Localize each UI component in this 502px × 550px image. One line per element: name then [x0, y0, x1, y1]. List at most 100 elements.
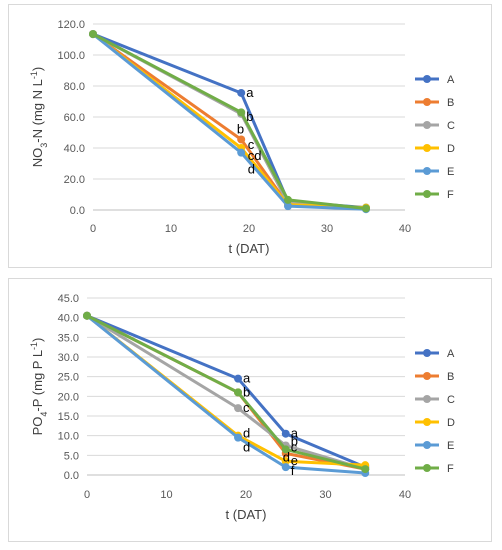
- data-point: [234, 388, 243, 397]
- series-line: [92, 32, 367, 210]
- series-line: [92, 32, 367, 210]
- legend-marker: [423, 121, 431, 129]
- x-tick-label: 0: [84, 489, 90, 501]
- legend-item: D: [415, 143, 455, 155]
- phosphate-chart: 0.0 5.0 10.0 15.0 20.0 25.0 30.0 35.0 40.0 45.0 0 1…: [29, 293, 455, 522]
- legend-label: D: [447, 143, 455, 155]
- legend-label: E: [447, 166, 454, 178]
- data-point: [237, 88, 246, 97]
- y-tick-label: 40.0: [58, 313, 79, 325]
- series-B: [89, 30, 370, 213]
- phosphate-chart-panel: 0.0 5.0 10.0 15.0 20.0 25.0 30.0 35.0 40.0 45.0 0 1…: [8, 278, 492, 542]
- data-point: [89, 30, 97, 39]
- x-axis-ticks: 0 10 20 30 40: [84, 489, 411, 501]
- series-A: [89, 30, 370, 212]
- y-tick-label: 5.0: [64, 450, 79, 462]
- significance-label: e: [291, 453, 298, 468]
- significance-label: a: [243, 371, 251, 386]
- legend-marker: [423, 98, 431, 106]
- y-axis-title: NO3-N (mg N L-1): [29, 67, 49, 167]
- legend-item: F: [415, 189, 454, 201]
- y-tick-label: 20.0: [58, 391, 79, 403]
- significance-label: d: [248, 162, 255, 177]
- x-tick-label: 40: [399, 489, 411, 501]
- series-line: [86, 314, 366, 469]
- legend-label: B: [447, 97, 454, 109]
- legend-item: E: [415, 440, 454, 452]
- y-tick-label: 40.0: [64, 143, 85, 155]
- y-tick-label: 35.0: [58, 332, 79, 344]
- legend-marker: [423, 418, 431, 426]
- series-line: [86, 314, 366, 475]
- legend-item: C: [415, 394, 455, 406]
- significance-label: c: [243, 400, 250, 415]
- series-line: [92, 32, 367, 210]
- data-point: [281, 463, 290, 472]
- y-axis-title: PO4-P (mg P L-1): [29, 338, 49, 436]
- data-point: [362, 204, 370, 213]
- data-point: [234, 404, 243, 413]
- series-line: [86, 314, 366, 471]
- legend-marker: [423, 372, 431, 380]
- significance-label: cd: [248, 148, 262, 163]
- legend-marker: [423, 190, 431, 198]
- legend-marker: [423, 464, 431, 472]
- legend-item: A: [415, 74, 455, 86]
- significance-label: a: [291, 426, 299, 441]
- legend-item: C: [415, 120, 455, 132]
- legend-item: F: [415, 463, 454, 475]
- legend-item: D: [415, 417, 455, 429]
- legend-marker: [423, 441, 431, 449]
- significance-label: d: [283, 449, 290, 464]
- gridlines: [87, 297, 405, 476]
- x-axis-title: t (DAT): [229, 241, 270, 256]
- y-tick-label: 120.0: [57, 19, 85, 31]
- significance-label: d: [243, 426, 250, 441]
- series-D: [89, 30, 370, 212]
- x-tick-label: 0: [90, 223, 96, 235]
- data-point: [237, 135, 246, 144]
- y-tick-label: 20.0: [64, 174, 85, 186]
- nitrate-chart-panel: 0.0 20.0 40.0 60.0 80.0 100.0 120.0 0 10 20 30 40 t …: [8, 4, 492, 268]
- significance-label: a: [246, 85, 254, 100]
- significance-label: b: [291, 434, 298, 449]
- significance-label: c: [291, 439, 298, 454]
- legend-item: A: [415, 348, 455, 360]
- legend-label: E: [447, 440, 454, 452]
- x-tick-label: 30: [319, 489, 331, 501]
- x-axis-title: t (DAT): [226, 507, 267, 522]
- y-tick-label: 25.0: [58, 372, 79, 384]
- y-tick-label: 45.0: [58, 293, 79, 305]
- y-tick-label: 30.0: [58, 352, 79, 364]
- legend-marker: [423, 167, 431, 175]
- legend-label: F: [447, 189, 454, 201]
- legend-marker: [423, 349, 431, 357]
- series-E: [89, 30, 370, 214]
- significance-label: b: [243, 384, 250, 399]
- x-axis-ticks: 0 10 20 30 40: [90, 223, 411, 235]
- x-tick-label: 40: [399, 223, 411, 235]
- significance-label: d: [243, 439, 250, 454]
- y-tick-label: 15.0: [58, 411, 79, 423]
- data-point: [281, 457, 290, 466]
- data-point: [281, 429, 290, 438]
- x-tick-label: 30: [321, 223, 333, 235]
- x-tick-label: 10: [165, 223, 177, 235]
- data-point: [284, 195, 292, 204]
- significance-label: c: [248, 137, 255, 152]
- legend-marker: [423, 75, 431, 83]
- legend-label: A: [447, 348, 455, 360]
- legend-label: C: [447, 120, 455, 132]
- data-point: [83, 311, 91, 320]
- significance-label: f: [291, 463, 295, 478]
- series-line: [86, 314, 366, 471]
- legend-marker: [423, 395, 431, 403]
- legend-label: F: [447, 463, 454, 475]
- data-point: [281, 445, 290, 454]
- y-tick-label: 10.0: [58, 431, 79, 443]
